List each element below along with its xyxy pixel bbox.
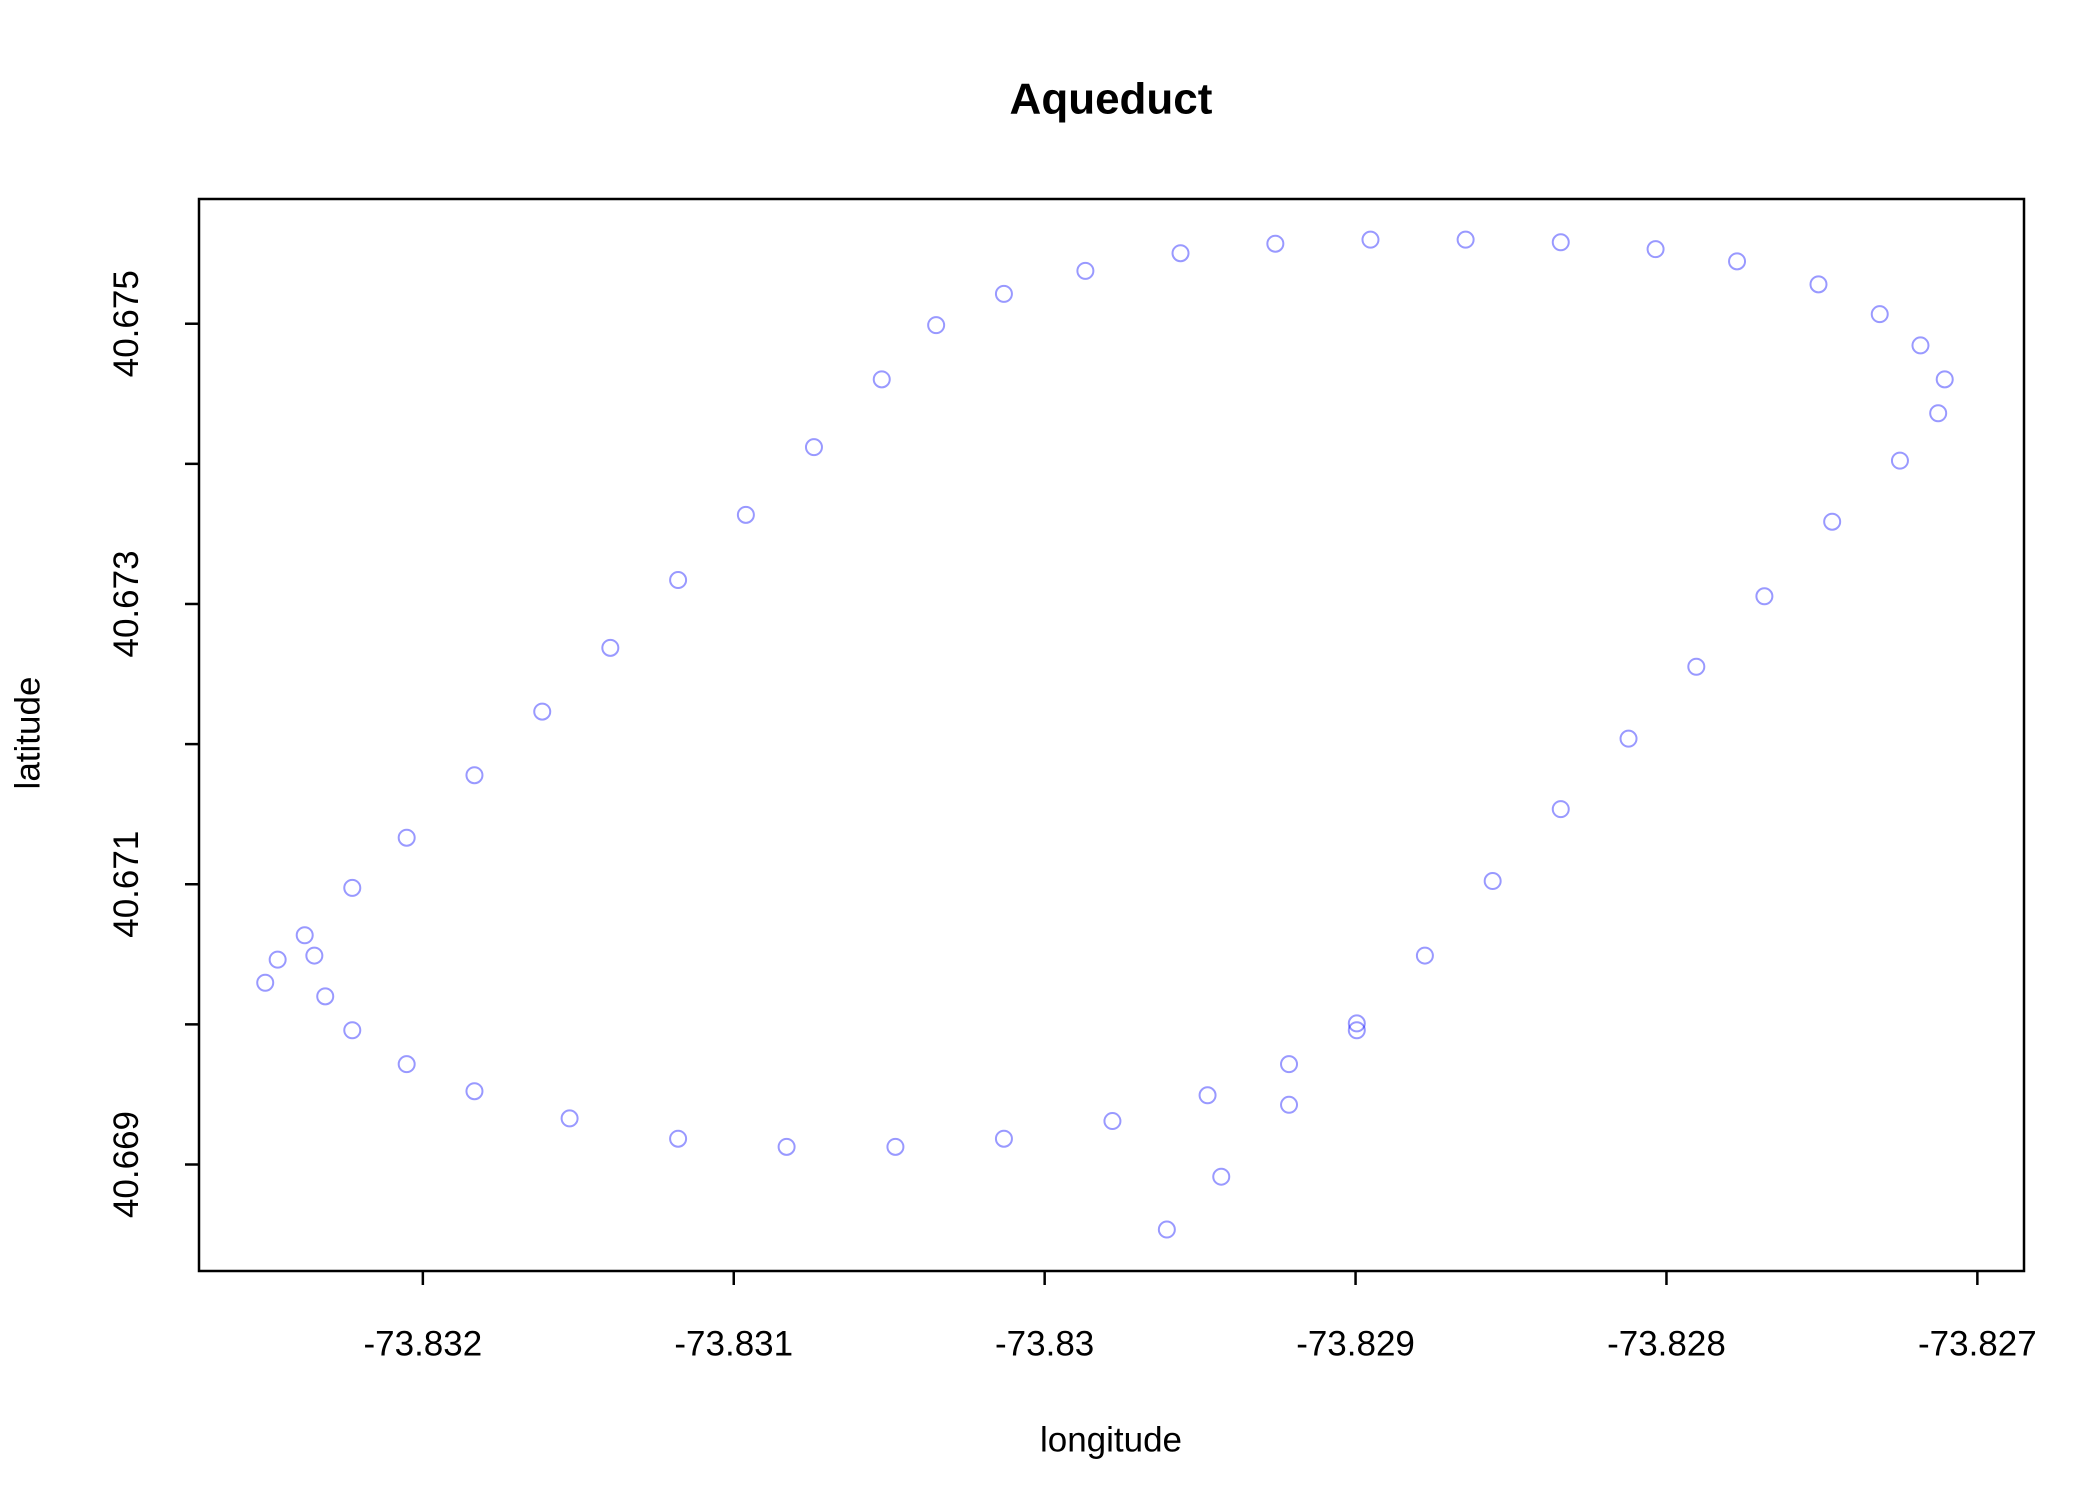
data-point — [1456, 230, 1475, 249]
data-point — [1076, 261, 1095, 280]
data-point — [1870, 305, 1889, 324]
data-point — [295, 926, 314, 945]
x-tick-label: -73.827 — [1918, 1324, 2037, 1363]
data-point — [1280, 1055, 1299, 1074]
plot-frame — [197, 197, 2026, 1273]
data-point — [1266, 234, 1285, 253]
x-tick-label: -73.83 — [995, 1324, 1094, 1363]
data-point — [1755, 587, 1774, 606]
data-point — [256, 973, 275, 992]
data-point — [994, 284, 1013, 303]
x-tick-label: -73.831 — [674, 1324, 793, 1363]
data-point — [1157, 1220, 1176, 1239]
data-point — [560, 1109, 579, 1128]
data-point — [397, 828, 416, 847]
data-point — [927, 316, 946, 335]
x-tick-label: -73.828 — [1607, 1324, 1726, 1363]
data-point — [316, 987, 335, 1006]
data-point — [1935, 370, 1954, 389]
y-tick-label: 40.671 — [107, 831, 146, 938]
data-point — [1103, 1112, 1122, 1131]
data-point — [777, 1137, 796, 1156]
data-point — [1809, 275, 1828, 294]
data-point — [1619, 729, 1638, 748]
data-point — [669, 571, 688, 590]
data-point — [1728, 252, 1747, 271]
data-point — [268, 950, 287, 969]
y-tick-label: 40.673 — [107, 550, 146, 657]
data-point — [465, 766, 484, 785]
data-point — [1646, 240, 1665, 259]
chart-title: Aqueduct — [1010, 75, 1213, 124]
data-point — [1280, 1095, 1299, 1114]
data-point — [1551, 800, 1570, 819]
data-point — [1687, 657, 1706, 676]
data-point — [872, 370, 891, 389]
data-point — [343, 1021, 362, 1040]
data-point — [736, 505, 755, 524]
data-point — [1890, 451, 1909, 470]
data-point — [886, 1137, 905, 1156]
y-tick-label: 40.669 — [107, 1111, 146, 1218]
data-point — [669, 1129, 688, 1148]
data-point — [1198, 1086, 1217, 1105]
data-point — [305, 946, 324, 965]
data-point — [1823, 512, 1842, 531]
data-point — [1361, 230, 1380, 249]
y-tick-label: 40.675 — [107, 270, 146, 377]
x-tick-label: -73.829 — [1296, 1324, 1415, 1363]
data-point — [1911, 336, 1930, 355]
data-point — [397, 1055, 416, 1074]
data-point — [1483, 872, 1502, 891]
data-point — [1212, 1167, 1231, 1186]
x-tick-label: -73.832 — [363, 1324, 482, 1363]
data-point — [1347, 1014, 1366, 1033]
data-point — [804, 438, 823, 457]
y-axis-label: latitude — [8, 677, 47, 790]
data-point — [1929, 404, 1948, 423]
data-point — [1171, 244, 1190, 263]
data-point — [343, 878, 362, 897]
data-point — [1551, 233, 1570, 252]
data-point — [465, 1082, 484, 1101]
data-point — [1347, 1021, 1366, 1040]
data-point — [1415, 946, 1434, 965]
data-point — [994, 1129, 1013, 1148]
data-point — [601, 638, 620, 657]
data-point — [533, 702, 552, 721]
x-axis-label: longitude — [1040, 1420, 1182, 1459]
